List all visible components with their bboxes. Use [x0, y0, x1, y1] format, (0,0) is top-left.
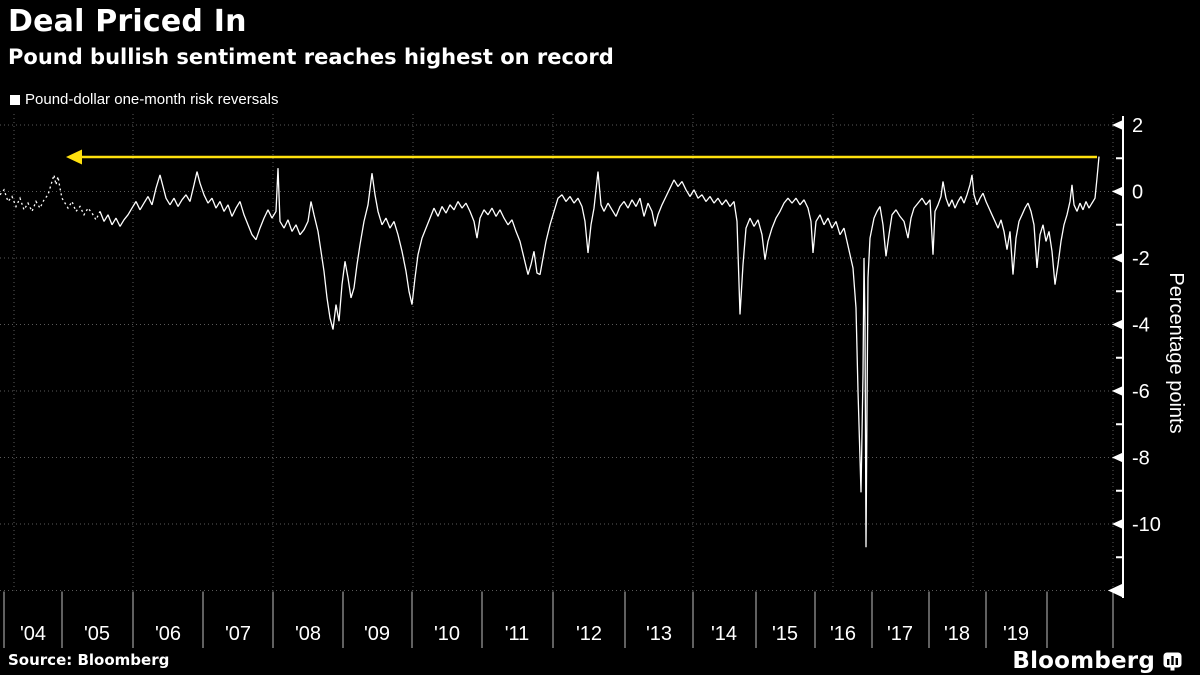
x-tick-label: '13	[646, 623, 672, 645]
y-tick-major	[1112, 120, 1123, 130]
bloomberg-terminal-icon	[1163, 652, 1182, 671]
data-line	[99, 156, 1100, 548]
y-tick-major	[1112, 452, 1123, 463]
y-tick-label: -8	[1132, 448, 1150, 470]
x-tick-label: '12	[576, 623, 602, 645]
x-tick-label: '16	[830, 623, 856, 645]
legend-marker	[10, 94, 20, 105]
y-tick-label: -6	[1132, 381, 1150, 403]
x-tick-label: '14	[711, 623, 737, 645]
x-tick-label: '15	[772, 623, 798, 645]
x-tick-label: '07	[225, 623, 251, 645]
y-tick-label: -10	[1132, 514, 1161, 536]
x-tick-label: '17	[887, 623, 913, 645]
x-tick-label: '11	[505, 623, 530, 645]
y-tick-major	[1112, 253, 1123, 263]
x-tick-label: '09	[364, 623, 390, 645]
y-axis-title: Percentage points	[1165, 272, 1187, 433]
chart-legend: Pound-dollar one-month risk reversals	[10, 91, 278, 108]
y-tick-major	[1112, 319, 1123, 330]
source-label: Source: Bloomberg	[8, 651, 170, 669]
x-tick-label: '04	[20, 623, 46, 645]
x-tick-label: '06	[155, 623, 181, 645]
chart-subtitle: Pound bullish sentiment reaches highest …	[8, 45, 614, 69]
x-tick-label: '19	[1003, 623, 1029, 645]
y-tick-label: 0	[1132, 182, 1143, 204]
y-tick-label: 2	[1132, 115, 1143, 137]
x-tick-label: '05	[84, 623, 110, 645]
y-tick-label: -4	[1132, 315, 1150, 337]
page-title: Deal Priced In	[8, 4, 247, 39]
x-tick-label: '08	[295, 623, 321, 645]
bloomberg-branding: Bloomberg	[1012, 648, 1182, 674]
y-axis-end-arrow	[1108, 583, 1123, 598]
legend-label: Pound-dollar one-month risk reversals	[25, 91, 279, 108]
record-high-arrowhead	[66, 149, 82, 165]
data-line-sparse	[0, 174, 101, 222]
y-tick-major	[1112, 519, 1123, 529]
x-tick-label: '10	[434, 623, 460, 645]
y-tick-label: -2	[1132, 248, 1150, 270]
bloomberg-wordmark: Bloomberg	[1012, 648, 1155, 674]
y-tick-major	[1112, 186, 1123, 197]
x-tick-label: '18	[944, 623, 970, 645]
y-tick-major	[1112, 386, 1123, 396]
